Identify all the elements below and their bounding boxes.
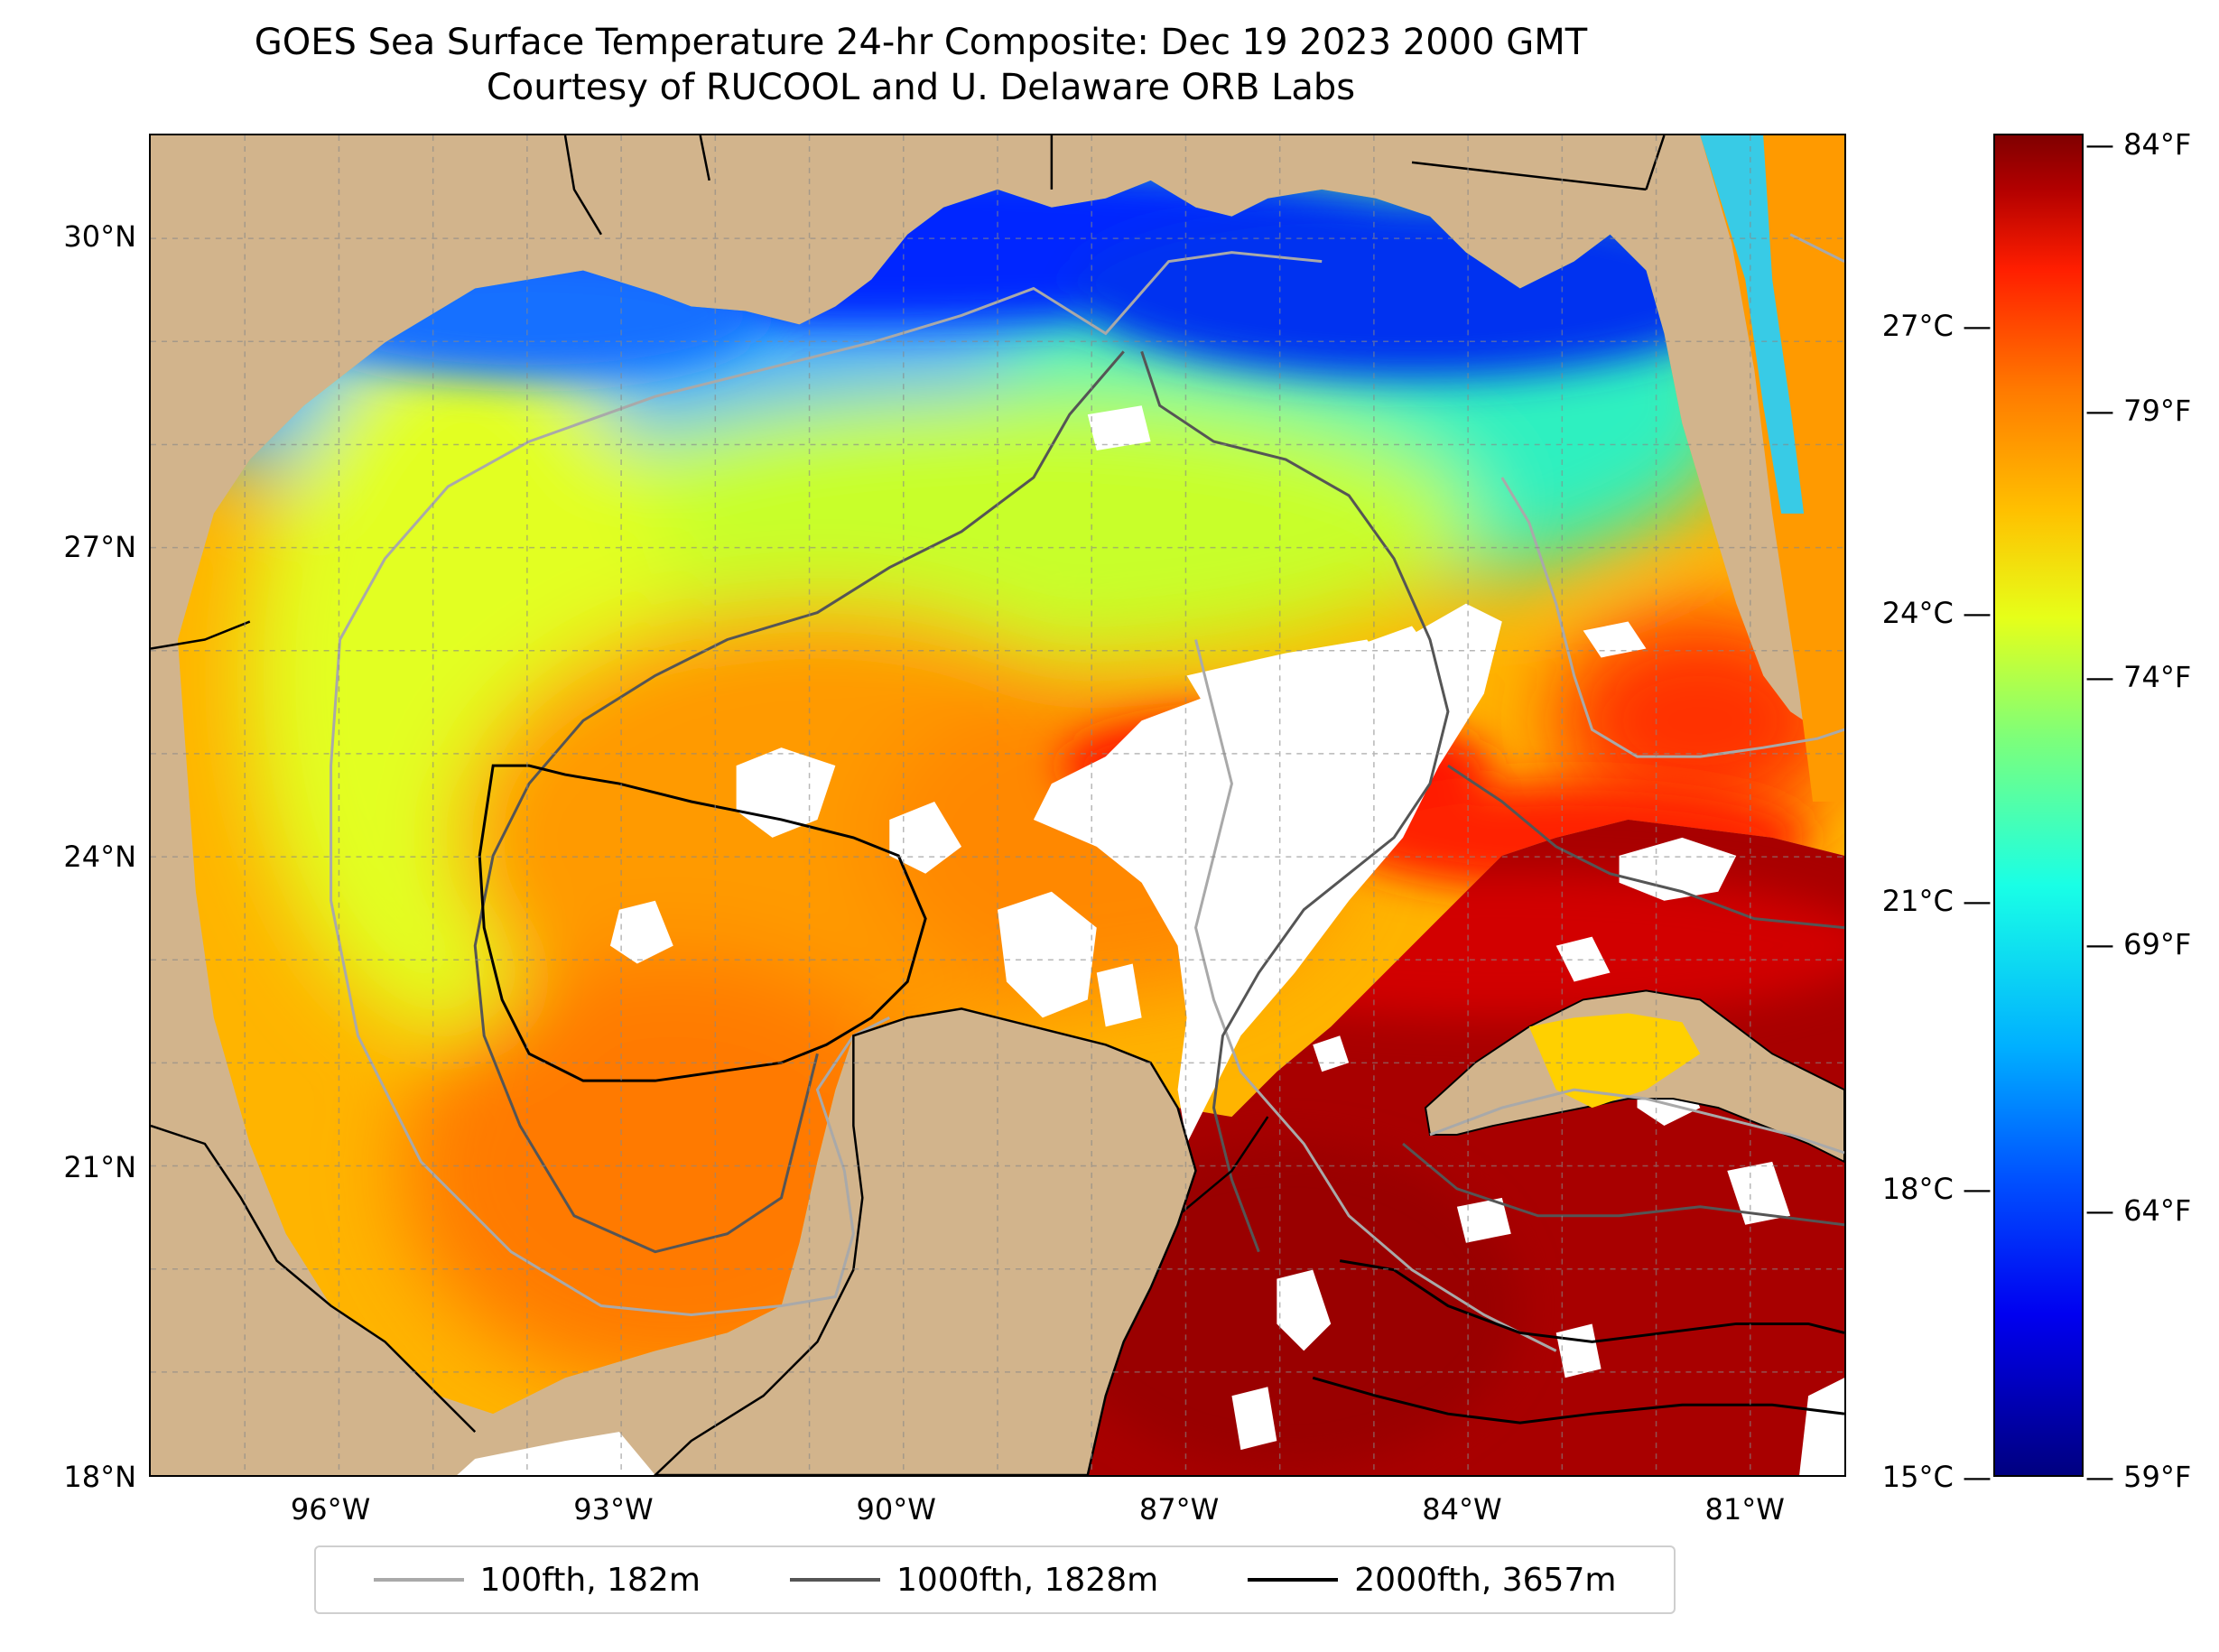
latitude-tick-label: 21°N [63, 1149, 136, 1184]
colorbar-fahrenheit-tick: — 64°F [2085, 1193, 2192, 1228]
colorbar-celsius-tick: 24°C — [1881, 596, 1992, 631]
latitude-tick-label: 24°N [63, 840, 136, 875]
colorbar-fahrenheit-tick: — 74°F [2085, 660, 2192, 695]
colorbar-fahrenheit-tick: — 79°F [2085, 394, 2192, 429]
graticule [151, 135, 1844, 1475]
colorbar-fahrenheit-tick: — 84°F [2085, 126, 2192, 162]
longitude-tick-label: 84°W [1422, 1492, 1502, 1527]
colorbar-gradient [1993, 134, 2084, 1477]
bathymetry-contours [330, 233, 1844, 1425]
legend-item-2000fth: 2000fth, 3657m [1248, 1562, 1616, 1599]
sst-map [149, 134, 1846, 1477]
legend-swatch-2000fth [1248, 1578, 1339, 1582]
contour-100fth [330, 233, 1844, 1352]
yucatan-land [653, 1007, 1197, 1475]
caribbean-yellow-patch [1528, 1013, 1701, 1109]
longitude-tick-label: 96°W [290, 1492, 371, 1527]
colorbar-celsius-tick: 27°C — [1881, 308, 1992, 343]
bathymetry-legend: 100fth, 182m 1000fth, 1828m 2000fth, 365… [314, 1545, 1676, 1614]
colorbar [1993, 134, 2084, 1477]
contour-2000fth [478, 764, 1844, 1425]
legend-item-100fth: 100fth, 182m [373, 1561, 701, 1599]
latitude-tick-label: 27°N [63, 529, 136, 564]
atlantic-sst [1700, 135, 1844, 803]
colorbar-celsius-tick: 18°C — [1881, 1172, 1992, 1207]
map-canvas [151, 135, 1844, 1475]
longitude-tick-label: 87°W [1138, 1492, 1220, 1527]
legend-item-1000fth: 1000fth, 1828m [790, 1562, 1158, 1599]
colorbar-fahrenheit-tick: — 69°F [2085, 926, 2192, 961]
longitude-tick-label: 90°W [856, 1492, 936, 1527]
longitude-tick-label: 81°W [1704, 1492, 1785, 1527]
colorbar-celsius-tick: 15°C — [1881, 1460, 1992, 1494]
legend-swatch-100fth [373, 1578, 464, 1582]
title-line-1: GOES Sea Surface Temperature 24-hr Compo… [254, 22, 1588, 63]
legend-label-2000fth: 2000fth, 3657m [1354, 1561, 1617, 1599]
title-line-2: Courtesy of RUCOOL and U. Delaware ORB L… [486, 67, 1356, 108]
legend-label-1000fth: 1000fth, 1828m [896, 1561, 1159, 1599]
longitude-tick-label: 93°W [573, 1492, 654, 1527]
atlantic-cool-strip [1700, 135, 1805, 514]
colorbar-celsius-tick: 21°C — [1881, 884, 1992, 919]
map-title: GOES Sea Surface Temperature 24-hr Compo… [0, 20, 1842, 110]
legend-label-100fth: 100fth, 182m [479, 1561, 701, 1599]
colorbar-fahrenheit-tick: — 59°F [2085, 1460, 2192, 1494]
latitude-tick-label: 18°N [63, 1460, 136, 1494]
contour-1000fth [473, 350, 1844, 1254]
legend-swatch-1000fth [790, 1578, 880, 1582]
latitude-tick-label: 30°N [63, 219, 136, 255]
